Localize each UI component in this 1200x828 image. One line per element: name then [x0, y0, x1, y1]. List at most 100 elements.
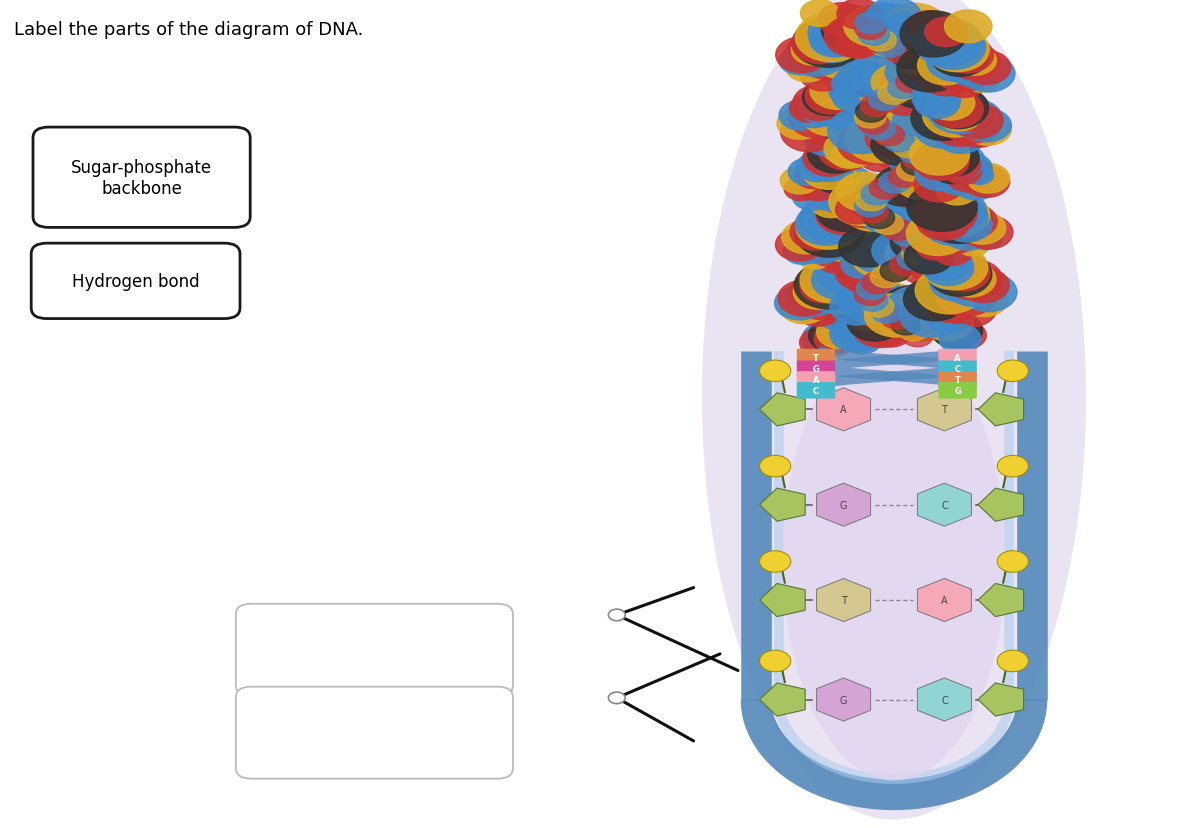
Circle shape [896, 72, 928, 94]
Text: C: C [941, 695, 948, 705]
Circle shape [925, 87, 974, 121]
Circle shape [967, 164, 1009, 194]
Circle shape [810, 23, 859, 58]
Circle shape [906, 213, 970, 256]
Circle shape [936, 100, 983, 132]
Circle shape [880, 261, 911, 282]
Circle shape [829, 70, 875, 101]
Circle shape [835, 195, 877, 224]
Text: T: T [955, 376, 960, 384]
FancyBboxPatch shape [32, 128, 250, 229]
Circle shape [818, 334, 852, 358]
Circle shape [902, 149, 934, 171]
Circle shape [922, 189, 986, 233]
Text: Label the parts of the diagram of DNA.: Label the parts of the diagram of DNA. [14, 21, 364, 39]
Circle shape [857, 4, 911, 41]
Circle shape [836, 0, 881, 30]
Circle shape [858, 180, 911, 215]
Circle shape [899, 231, 930, 253]
Circle shape [799, 196, 869, 243]
Circle shape [859, 231, 917, 271]
Circle shape [808, 12, 872, 55]
Circle shape [799, 328, 844, 359]
Circle shape [845, 114, 917, 163]
Circle shape [925, 18, 967, 47]
Circle shape [932, 144, 985, 180]
Circle shape [818, 166, 876, 206]
Circle shape [907, 313, 947, 341]
Circle shape [997, 455, 1028, 477]
Circle shape [865, 118, 925, 159]
FancyBboxPatch shape [797, 372, 835, 388]
Circle shape [845, 127, 895, 161]
Circle shape [792, 19, 864, 68]
Circle shape [816, 190, 876, 232]
Circle shape [920, 155, 959, 181]
Circle shape [829, 76, 872, 107]
Circle shape [797, 244, 833, 270]
Circle shape [818, 132, 876, 171]
Circle shape [830, 310, 882, 346]
Circle shape [907, 184, 977, 232]
Circle shape [818, 3, 866, 37]
Circle shape [805, 126, 850, 156]
Circle shape [928, 260, 970, 290]
Circle shape [930, 36, 990, 77]
Circle shape [899, 310, 943, 342]
Circle shape [886, 237, 934, 271]
Circle shape [852, 242, 905, 278]
Circle shape [881, 14, 929, 47]
Circle shape [799, 214, 842, 244]
Circle shape [811, 190, 851, 219]
Circle shape [775, 229, 823, 262]
Circle shape [886, 286, 948, 330]
Circle shape [608, 609, 625, 621]
Circle shape [929, 91, 983, 128]
Circle shape [857, 202, 888, 224]
Circle shape [869, 89, 900, 111]
Circle shape [852, 71, 896, 102]
Circle shape [964, 166, 1009, 198]
Circle shape [810, 72, 865, 110]
Circle shape [838, 29, 881, 59]
FancyBboxPatch shape [938, 372, 977, 388]
Text: C: C [941, 500, 948, 510]
Circle shape [893, 99, 961, 147]
Circle shape [893, 203, 938, 234]
Circle shape [914, 88, 960, 119]
Circle shape [778, 281, 830, 316]
Circle shape [803, 79, 857, 117]
Circle shape [899, 142, 930, 164]
Circle shape [792, 227, 847, 264]
Circle shape [997, 651, 1028, 672]
Circle shape [901, 243, 932, 265]
Circle shape [863, 284, 922, 325]
Circle shape [790, 224, 838, 256]
Circle shape [816, 104, 874, 143]
Circle shape [881, 297, 934, 334]
Circle shape [886, 55, 937, 91]
Circle shape [908, 181, 954, 213]
Circle shape [962, 51, 1010, 85]
Circle shape [862, 272, 893, 294]
Circle shape [852, 308, 910, 348]
Circle shape [803, 142, 854, 177]
Circle shape [956, 118, 1001, 148]
Circle shape [901, 66, 932, 88]
Circle shape [893, 158, 954, 201]
Circle shape [850, 55, 905, 94]
Circle shape [829, 180, 896, 226]
Circle shape [882, 219, 913, 241]
Circle shape [866, 0, 922, 36]
Circle shape [872, 17, 926, 55]
FancyBboxPatch shape [797, 383, 835, 399]
Circle shape [880, 172, 911, 194]
Circle shape [944, 160, 982, 185]
Circle shape [858, 142, 902, 172]
Circle shape [794, 163, 833, 190]
Circle shape [889, 166, 920, 188]
Circle shape [917, 243, 972, 282]
Circle shape [871, 124, 932, 166]
Circle shape [864, 58, 917, 94]
Circle shape [940, 325, 980, 354]
